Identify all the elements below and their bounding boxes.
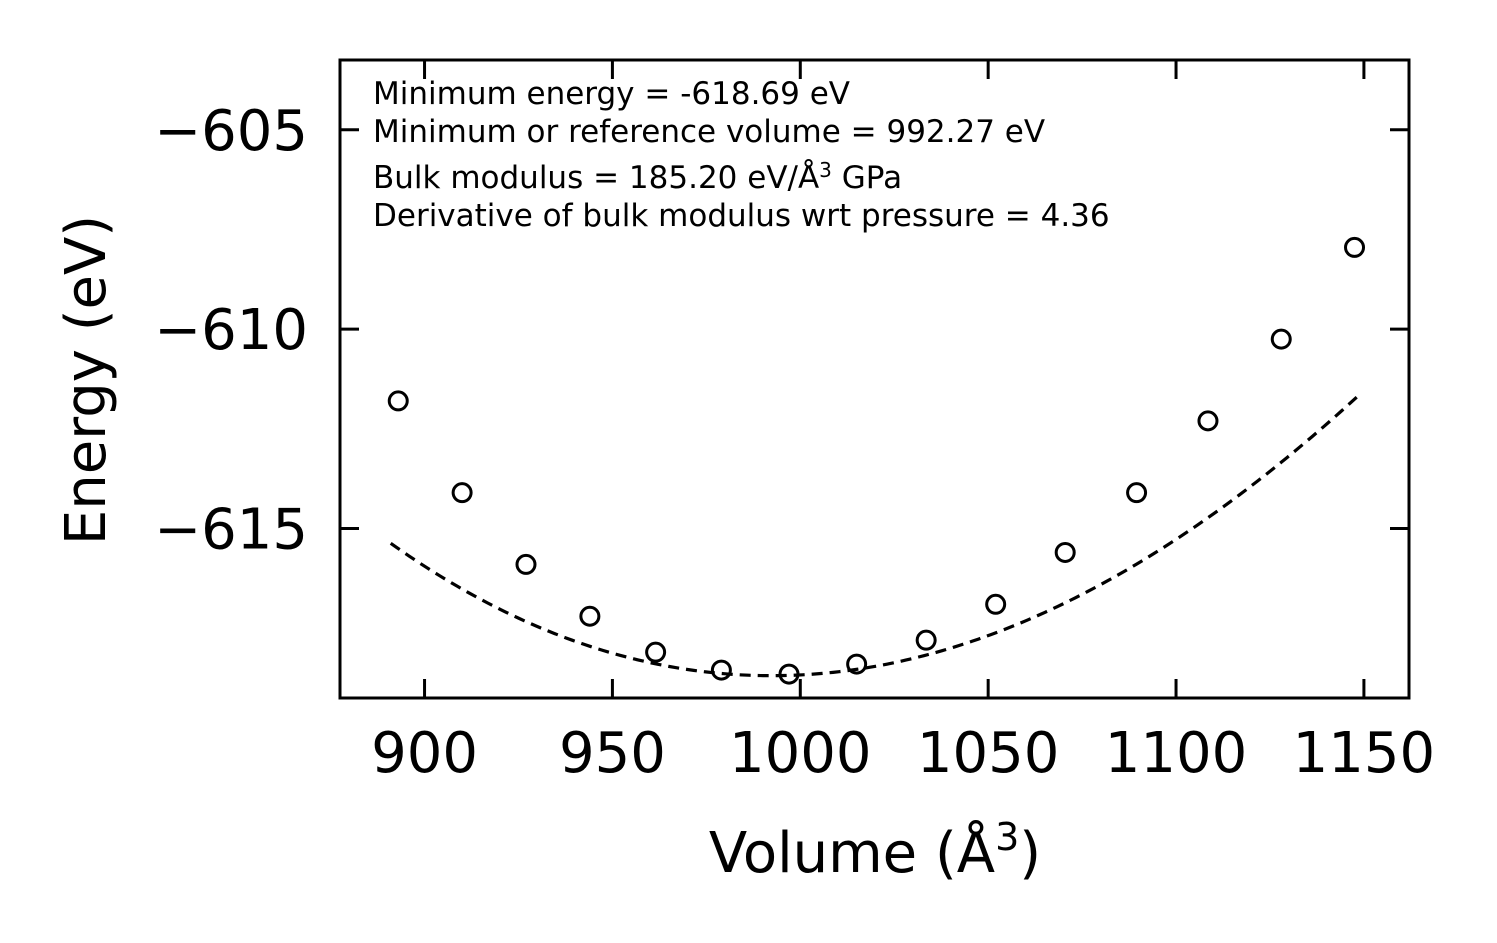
annotation-ref-volume: Minimum or reference volume = 992.27 eV: [373, 114, 1045, 150]
bulk-modulus-text: Bulk modulus = 185.20 eV/Å: [373, 160, 819, 196]
bulk-modulus-unit: GPa: [832, 160, 902, 196]
data-point: [645, 641, 667, 663]
x-axis-label-sup: 3: [995, 815, 1019, 859]
data-point: [985, 593, 1007, 615]
x-tick-label: 1050: [917, 721, 1060, 786]
y-axis-label: Energy (eV): [54, 215, 119, 545]
x-tick-label: 1100: [1105, 721, 1248, 786]
fit-curve-line: [389, 392, 1362, 678]
data-point: [1344, 236, 1366, 258]
data-points: [387, 236, 1366, 685]
y-tick-label: −605: [154, 99, 308, 164]
data-point: [451, 482, 473, 504]
y-tick-label: −610: [154, 298, 308, 363]
x-axis-label-text: Volume (Å: [709, 820, 995, 886]
x-tick-labels: 900 950 1000 1050 1100 1150: [371, 721, 1435, 786]
x-axis-label: Volume (Å3): [709, 815, 1041, 886]
x-tick-label: 950: [559, 721, 666, 786]
data-point: [1270, 328, 1292, 350]
data-point: [579, 605, 601, 627]
annotation-bulk-derivative: Derivative of bulk modulus wrt pressure …: [373, 198, 1110, 234]
data-point: [1126, 482, 1148, 504]
data-point: [1197, 410, 1219, 432]
y-tick-labels: −605 −610 −615: [154, 99, 308, 563]
data-point: [846, 653, 868, 675]
data-point: [1054, 541, 1076, 563]
data-point: [387, 390, 409, 412]
x-tick-label: 1150: [1293, 721, 1436, 786]
x-axis-label-end: ): [1019, 821, 1041, 886]
axis-ticks: [340, 60, 1409, 698]
y-tick-label: −615: [154, 498, 308, 563]
plot-frame: [338, 58, 1411, 700]
data-point: [778, 663, 800, 685]
annotation-min-energy: Minimum energy = -618.69 eV: [373, 76, 850, 112]
fit-curve-layer: [389, 392, 1362, 678]
annotation-box: Minimum energy = -618.69 eV Minimum or r…: [373, 76, 1110, 234]
data-point: [515, 553, 537, 575]
x-tick-label: 1000: [729, 721, 872, 786]
annotation-bulk-modulus: Bulk modulus = 185.20 eV/Å3 GPa: [373, 158, 902, 196]
data-point: [915, 629, 937, 651]
data-point: [710, 659, 732, 681]
bulk-modulus-sup: 3: [819, 158, 832, 182]
x-tick-label: 900: [371, 721, 478, 786]
